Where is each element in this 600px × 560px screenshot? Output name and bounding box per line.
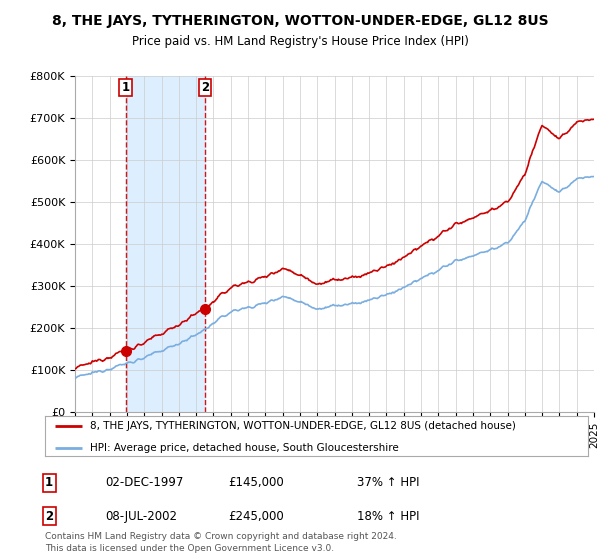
- Text: 8, THE JAYS, TYTHERINGTON, WOTTON-UNDER-EDGE, GL12 8US (detached house): 8, THE JAYS, TYTHERINGTON, WOTTON-UNDER-…: [89, 421, 515, 431]
- Text: Price paid vs. HM Land Registry's House Price Index (HPI): Price paid vs. HM Land Registry's House …: [131, 35, 469, 48]
- Text: £145,000: £145,000: [228, 476, 284, 489]
- Text: 37% ↑ HPI: 37% ↑ HPI: [357, 476, 419, 489]
- Text: 08-JUL-2002: 08-JUL-2002: [105, 510, 177, 523]
- Text: 18% ↑ HPI: 18% ↑ HPI: [357, 510, 419, 523]
- Text: Contains HM Land Registry data © Crown copyright and database right 2024.
This d: Contains HM Land Registry data © Crown c…: [45, 533, 397, 553]
- Text: 1: 1: [121, 81, 130, 94]
- Text: £245,000: £245,000: [228, 510, 284, 523]
- Bar: [125, 76, 205, 412]
- Text: 02-DEC-1997: 02-DEC-1997: [105, 476, 184, 489]
- Text: 1: 1: [45, 476, 53, 489]
- Text: HPI: Average price, detached house, South Gloucestershire: HPI: Average price, detached house, Sout…: [89, 442, 398, 452]
- Text: 2: 2: [201, 81, 209, 94]
- Text: 2: 2: [45, 510, 53, 523]
- Text: 8, THE JAYS, TYTHERINGTON, WOTTON-UNDER-EDGE, GL12 8US: 8, THE JAYS, TYTHERINGTON, WOTTON-UNDER-…: [52, 14, 548, 28]
